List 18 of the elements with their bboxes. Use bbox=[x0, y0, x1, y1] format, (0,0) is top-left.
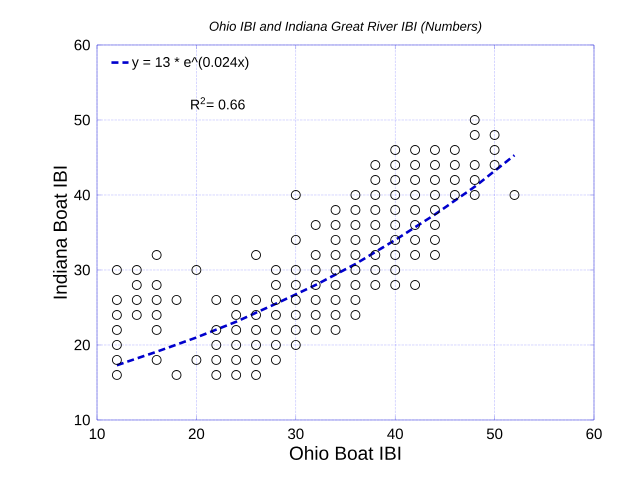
x-tick-label: 60 bbox=[586, 428, 602, 440]
legend-label: y = 13 * e^(0.024x) bbox=[132, 56, 248, 70]
chart-title: Ohio IBI and Indiana Great River IBI (Numbers) bbox=[210, 21, 482, 34]
y-axis-title: Indiana Boat IBI bbox=[52, 166, 67, 298]
y-tick-label: 30 bbox=[74, 264, 90, 276]
y-tick-label: 60 bbox=[74, 40, 90, 50]
line-series bbox=[116, 154, 516, 367]
x-tick-label: 40 bbox=[387, 428, 403, 440]
y-tick-label: 10 bbox=[74, 414, 90, 426]
x-axis-title: Ohio Boat IBI bbox=[290, 446, 400, 460]
x-tick-label: 50 bbox=[486, 428, 502, 440]
y-tick-label: 20 bbox=[74, 340, 90, 350]
x-tick-label: 30 bbox=[288, 428, 304, 440]
x-tick-label: 10 bbox=[90, 428, 105, 440]
annotation: R$^{2}$= 0.66 bbox=[191, 97, 245, 110]
y-tick-label: 50 bbox=[74, 114, 90, 126]
y-tick-label: 40 bbox=[74, 190, 90, 200]
x-tick-label: 20 bbox=[188, 428, 204, 440]
